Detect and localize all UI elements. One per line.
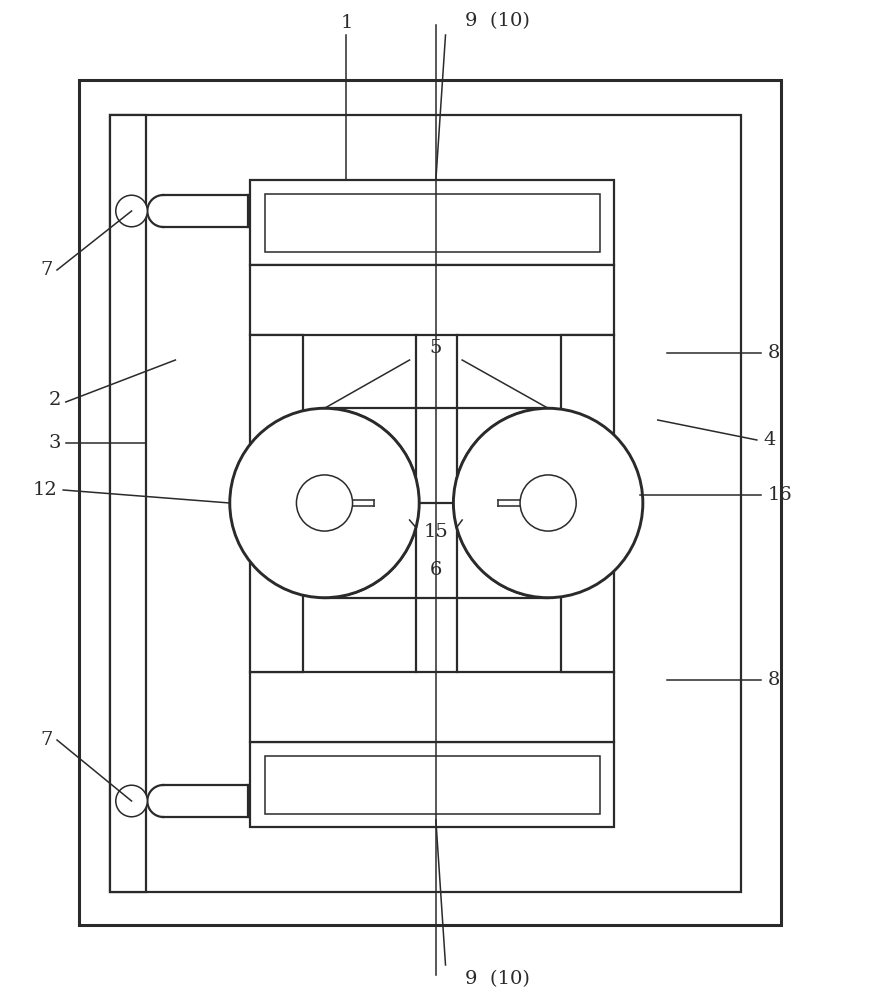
Text: 6: 6: [430, 561, 442, 579]
Text: 7: 7: [40, 261, 53, 279]
Text: 9  (10): 9 (10): [465, 12, 530, 30]
Circle shape: [116, 195, 147, 227]
Text: 1: 1: [340, 14, 353, 32]
Text: 5: 5: [430, 339, 442, 357]
Circle shape: [296, 475, 353, 531]
Bar: [250, 742, 614, 827]
Bar: [250, 672, 614, 742]
Text: 3: 3: [49, 434, 61, 452]
Bar: [561, 335, 614, 672]
Bar: [250, 180, 614, 265]
Bar: [110, 115, 146, 892]
Bar: [110, 115, 741, 892]
Text: 7: 7: [40, 731, 53, 749]
Circle shape: [230, 408, 419, 598]
Circle shape: [520, 475, 576, 531]
Text: 16: 16: [767, 486, 792, 504]
Bar: [250, 335, 303, 672]
Bar: [265, 194, 600, 252]
Text: 4: 4: [763, 431, 775, 449]
Circle shape: [453, 408, 643, 598]
Bar: [250, 265, 614, 335]
Text: 2: 2: [49, 391, 61, 409]
Circle shape: [116, 785, 147, 817]
Text: 8: 8: [767, 671, 780, 689]
Text: 15: 15: [424, 523, 448, 541]
Bar: [79, 80, 781, 925]
Bar: [265, 756, 600, 814]
Text: 12: 12: [32, 481, 57, 499]
Text: 8: 8: [767, 344, 780, 362]
Text: 9  (10): 9 (10): [465, 970, 530, 988]
